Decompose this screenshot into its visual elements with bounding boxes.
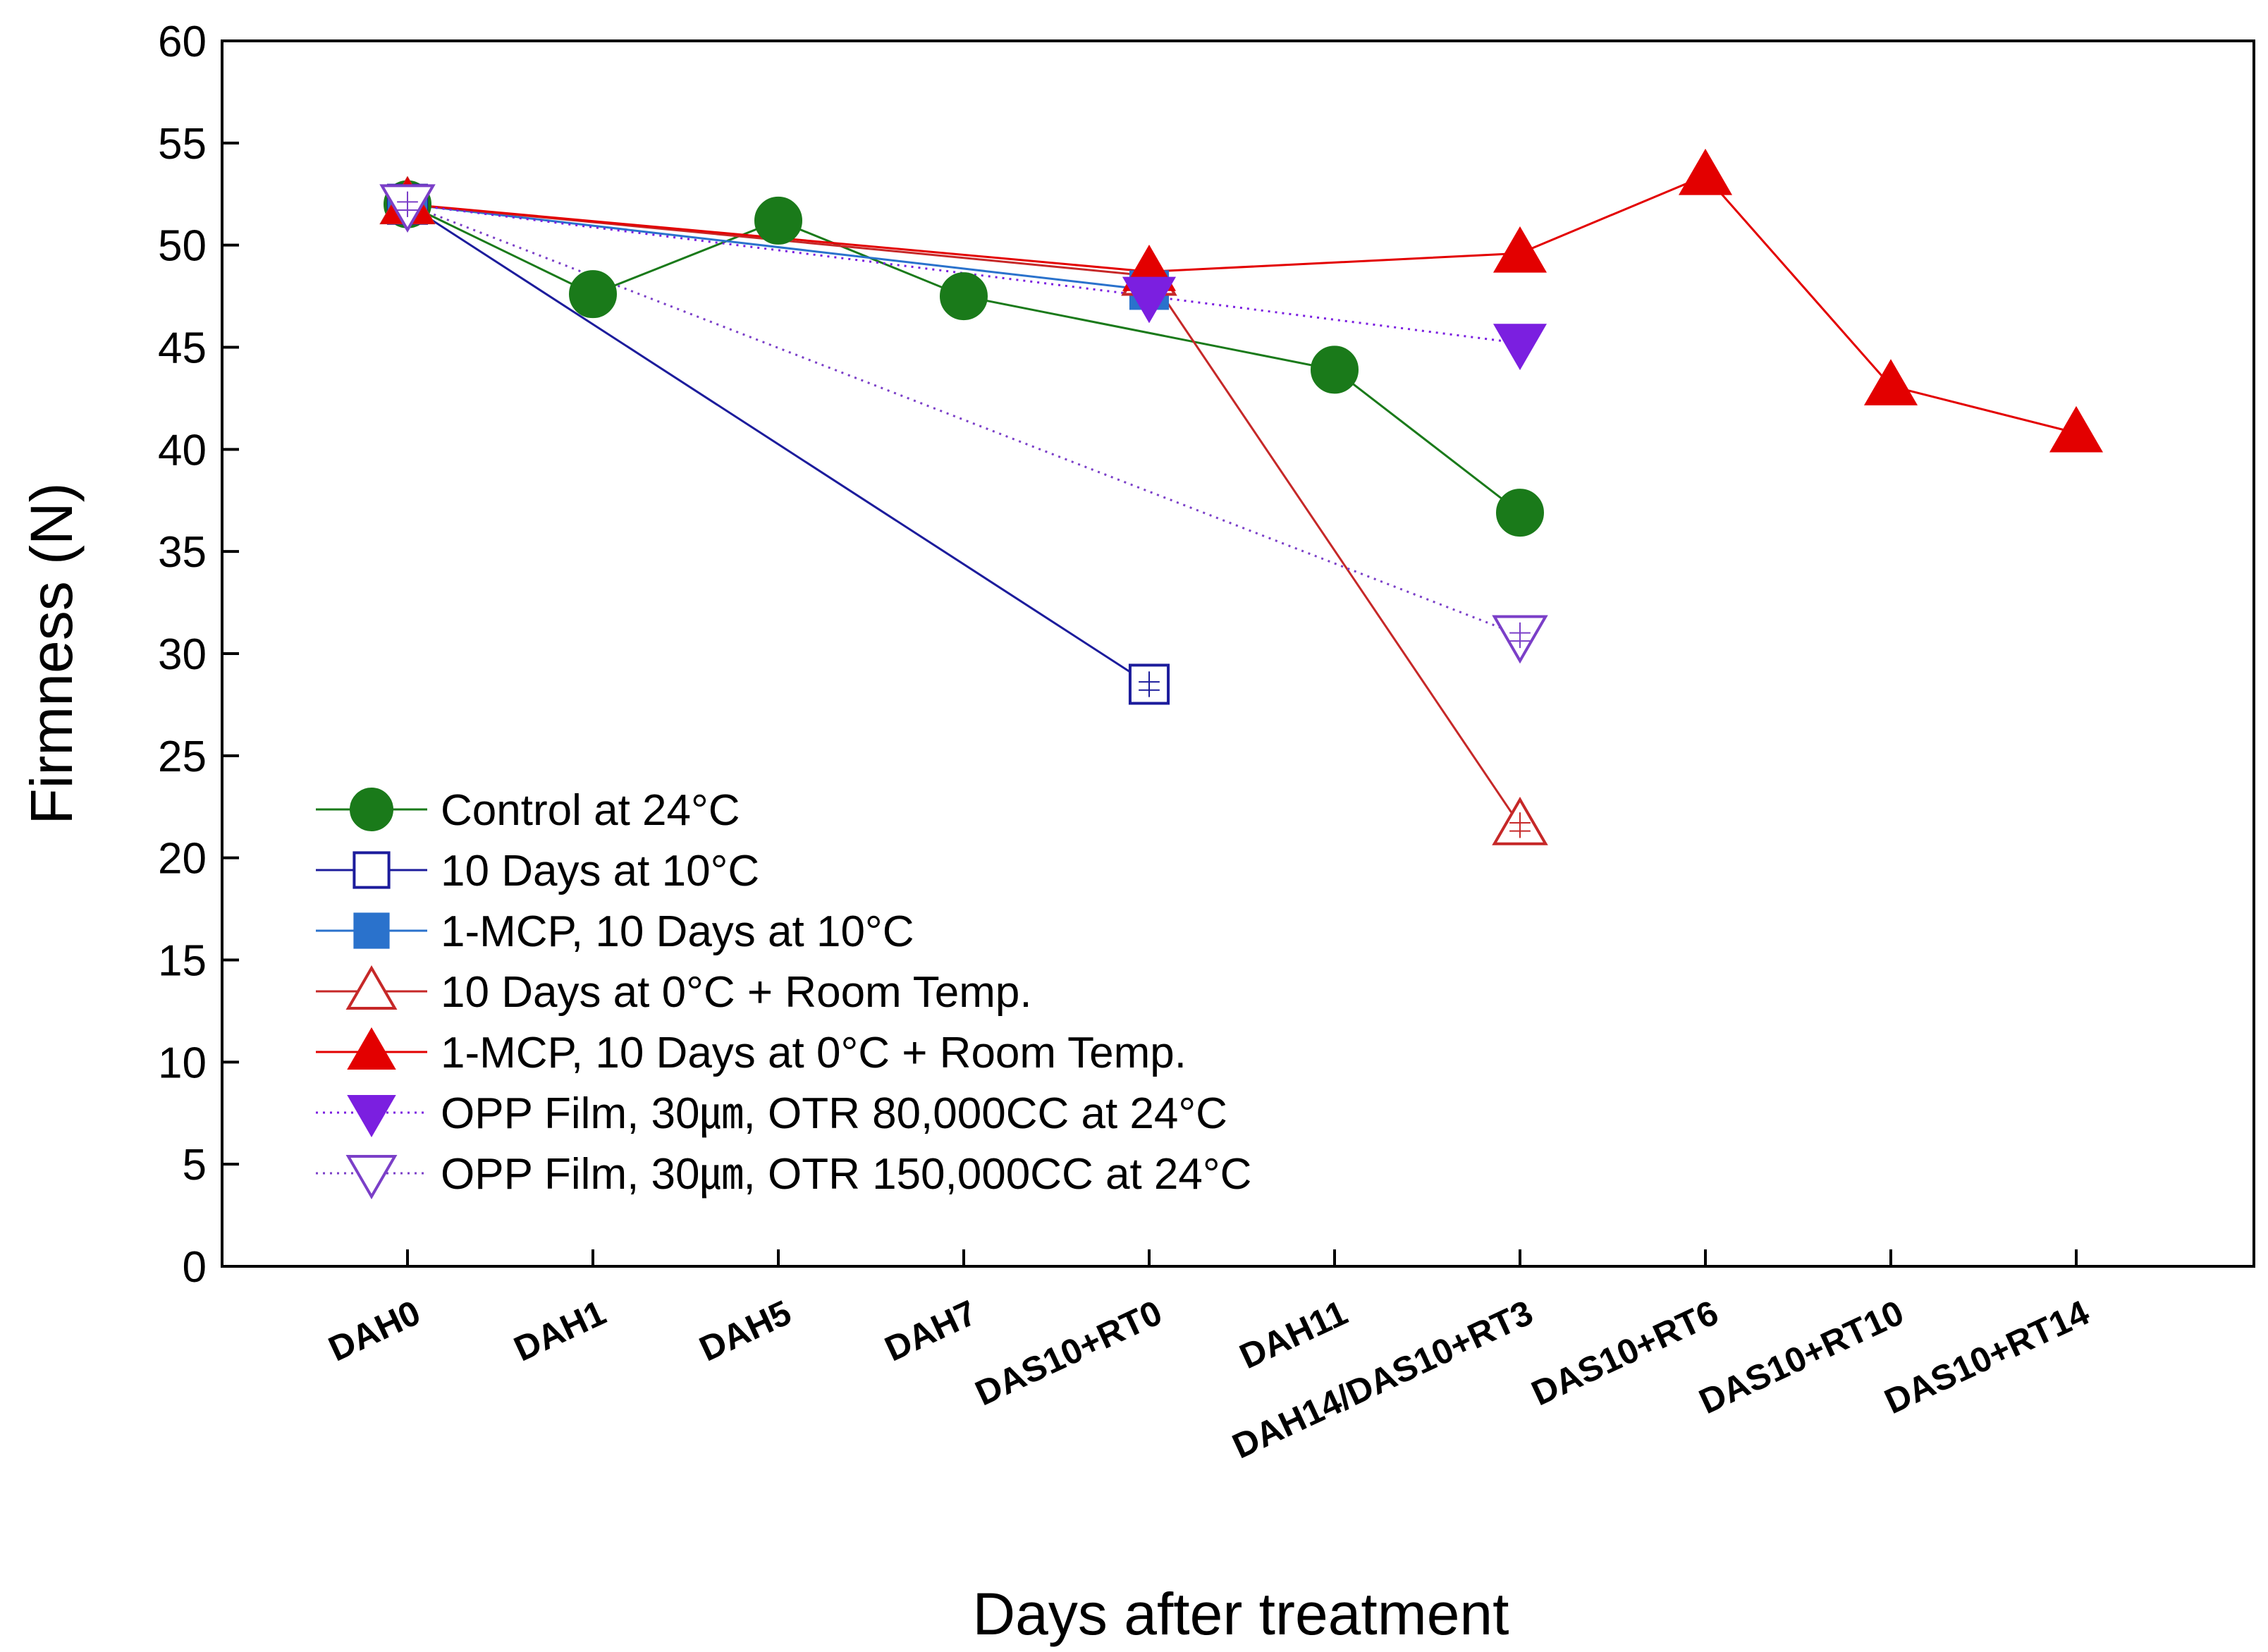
data-point-s4 [1678, 148, 1733, 195]
legend-marker [353, 851, 391, 889]
y-tick-label: 50 [158, 222, 207, 271]
legend-marker [347, 1095, 396, 1137]
y-tick-label: 25 [158, 733, 207, 781]
x-tick-label: DAH1 [508, 1292, 612, 1369]
legend-marker [345, 965, 398, 1010]
y-tick-label: 15 [158, 937, 207, 986]
data-point-s0 [940, 272, 988, 321]
data-point-s4 [1492, 226, 1547, 273]
y-tick-label: 20 [158, 835, 207, 883]
series-lines [407, 174, 2077, 826]
y-tick-label: 55 [158, 120, 207, 169]
y-tick-label: 10 [158, 1039, 207, 1087]
x-tick-label: DAS10+RT14 [1879, 1292, 2095, 1421]
x-tick-label: DAH0 [323, 1292, 427, 1369]
plot-frame [221, 39, 2255, 1268]
y-tick-label: 45 [158, 324, 207, 373]
x-tick-label: DAH11 [1234, 1292, 1354, 1376]
y-tick-label: 30 [158, 630, 207, 679]
legend-marker [347, 1027, 396, 1070]
y-tick-label: 35 [158, 528, 207, 577]
y-axis-ticks: 0 5 10 15 20 25 30 35 40 45 50 55 60 [158, 18, 239, 1292]
legend-label: 10 Days at 10°C [441, 847, 759, 895]
x-axis-label: Days after treatment [973, 1581, 1509, 1647]
legend-label: OPP Film, 30㎛, OTR 80,000CC at 24°C [441, 1089, 1227, 1138]
legend-label: 1-MCP, 10 Days at 0°C + Room Temp. [441, 1029, 1187, 1077]
x-tick-label: DAS10+RT10 [1693, 1292, 1910, 1421]
series-markers [379, 148, 2104, 845]
x-tick-label: DAH5 [694, 1292, 797, 1369]
legend-marker [345, 1155, 398, 1199]
legend-label: Control at 24°C [441, 786, 740, 835]
data-point-s4 [1863, 359, 1918, 405]
y-tick-label: 5 [183, 1141, 207, 1189]
y-axis-label: Firmness (N) [18, 482, 85, 824]
legend-marker [350, 788, 393, 831]
data-point-s5 [1492, 324, 1547, 371]
y-tick-label: 40 [158, 426, 207, 475]
legend-label: OPP Film, 30㎛, OTR 150,000CC at 24°C [441, 1150, 1251, 1199]
legend-marker [353, 912, 390, 949]
y-tick-label: 60 [158, 18, 207, 66]
series-line-2 [407, 203, 1150, 291]
data-point-s5 [1122, 276, 1177, 324]
x-tick-label: DAH14/DAS10+RT3 [1227, 1292, 1539, 1466]
legend-label: 10 Days at 0°C + Room Temp. [441, 968, 1032, 1017]
data-point-s4 [2049, 405, 2104, 453]
data-point-s0 [1496, 489, 1544, 537]
data-point-s0 [569, 270, 617, 319]
legend-label: 1-MCP, 10 Days at 10°C [441, 907, 914, 956]
data-point-s0 [754, 196, 802, 245]
legend: Control at 24°C 10 Days at 10°C 1-MCP, 10 … [316, 786, 1251, 1199]
x-tick-label: DAS10+RT6 [1526, 1292, 1724, 1413]
y-tick-label: 0 [183, 1243, 207, 1292]
x-tick-label: DAS10+RT0 [969, 1292, 1168, 1413]
series-line-1 [407, 203, 1150, 685]
series-line-4 [407, 174, 2077, 434]
x-tick-label: DAH7 [879, 1292, 983, 1369]
data-point-s0 [1311, 345, 1359, 394]
